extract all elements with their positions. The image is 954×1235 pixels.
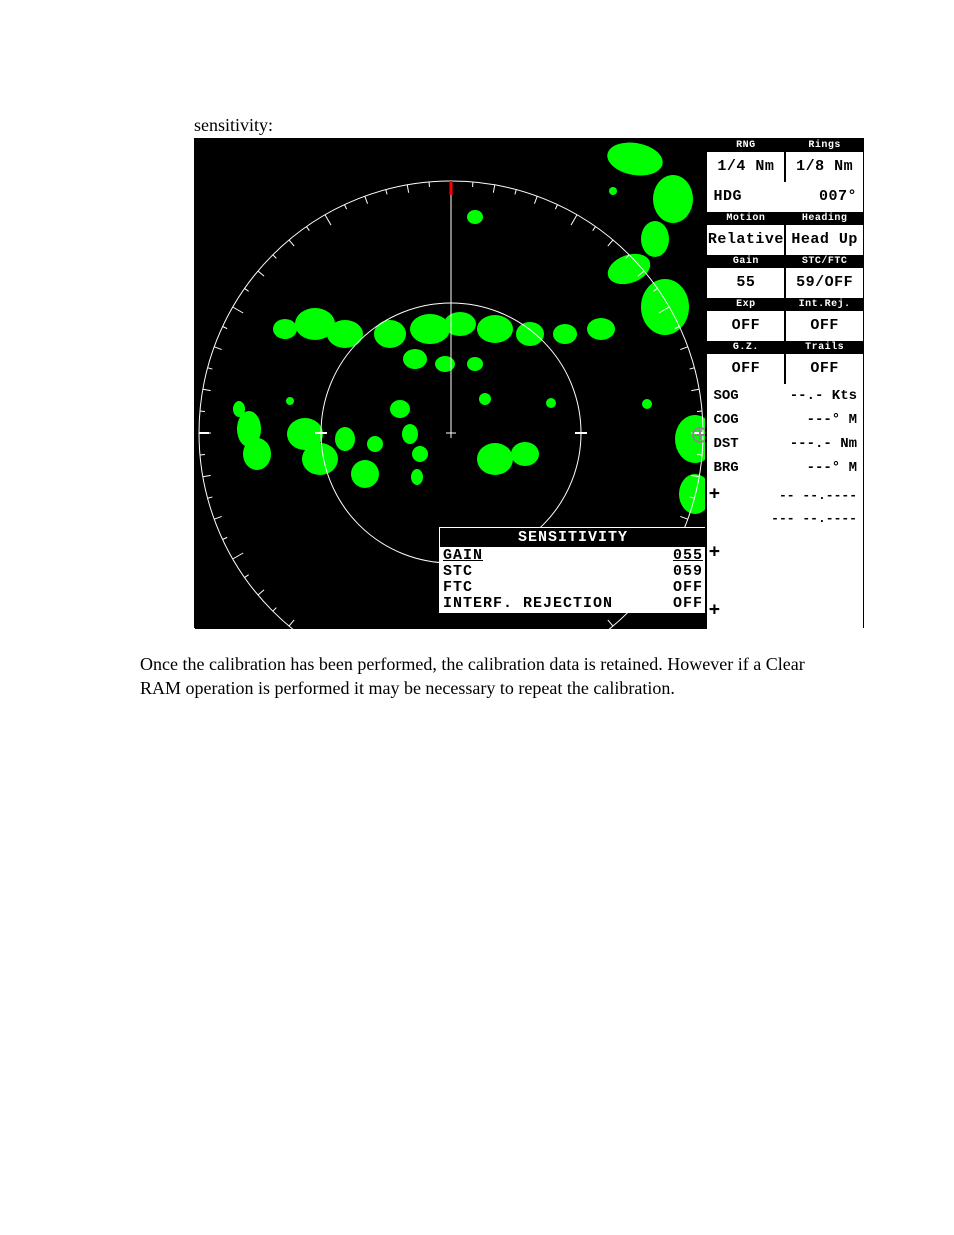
nav-value-brg: ---° M (745, 456, 863, 480)
plus-marker-3: + (709, 599, 720, 620)
panel-value[interactable]: 1/4 Nm (707, 152, 784, 182)
radar-display-unit: SENSITIVITY GAIN055STC059FTCOFFINTERF. R… (194, 138, 864, 628)
panel-head-motion: Motion (707, 212, 784, 225)
nav-label-cog: COG (707, 408, 745, 432)
nav-value-cog: ---° M (745, 408, 863, 432)
panel-head-rng: RNG (707, 139, 784, 152)
radar-scope: SENSITIVITY GAIN055STC059FTCOFFINTERF. R… (195, 139, 705, 629)
plus-marker-1: + (709, 483, 720, 504)
panel-head-intrej: Int.Rej. (786, 298, 863, 311)
panel-head-gain: Gain (707, 255, 784, 268)
coord-value: -- --.---- (707, 484, 863, 507)
panel-head-trails: Trails (786, 341, 863, 354)
sensitivity-item-stc[interactable]: STC059 (440, 564, 705, 580)
caption-text: sensitivity: (194, 115, 814, 136)
sensitivity-menu[interactable]: SENSITIVITY GAIN055STC059FTCOFFINTERF. R… (439, 527, 705, 613)
panel-value[interactable]: OFF (707, 354, 784, 384)
panel-value[interactable]: 59/OFF (786, 268, 863, 298)
nav-label-dst: DST (707, 432, 745, 456)
coord-value: --- --.---- (707, 507, 863, 530)
panel-value[interactable]: OFF (707, 311, 784, 341)
panel-value[interactable]: 55 (707, 268, 784, 298)
panel-value[interactable]: 1/8 Nm (786, 152, 863, 182)
nav-label-sog: SOG (707, 384, 745, 408)
panel-head-rings: Rings (786, 139, 863, 152)
panel-head-gz: G.Z. (707, 341, 784, 354)
sensitivity-item-ftc[interactable]: FTCOFF (440, 580, 705, 596)
hdg-value: 007° (785, 182, 863, 212)
panel-head-exp: Exp (707, 298, 784, 311)
hdg-label: HDG (707, 182, 785, 212)
nav-value-dst: ---.- Nm (745, 432, 863, 456)
side-panel: RNG1/4 NmRings1/8 NmHDG007°MotionRelativ… (705, 139, 863, 629)
sensitivity-item-gain[interactable]: GAIN055 (440, 548, 705, 564)
sensitivity-title: SENSITIVITY (440, 528, 705, 548)
panel-value[interactable]: Relative (707, 225, 784, 255)
nav-label-brg: BRG (707, 456, 745, 480)
plus-marker-2: + (709, 541, 720, 562)
panel-value[interactable]: OFF (786, 311, 863, 341)
panel-value[interactable]: Head Up (786, 225, 863, 255)
body-paragraph: Once the calibration has been performed,… (140, 652, 814, 701)
nav-value-sog: --.- Kts (745, 384, 863, 408)
panel-head-stcftc: STC/FTC (786, 255, 863, 268)
sensitivity-item-interf--rejection[interactable]: INTERF. REJECTIONOFF (440, 596, 705, 612)
panel-head-heading: Heading (786, 212, 863, 225)
panel-value[interactable]: OFF (786, 354, 863, 384)
